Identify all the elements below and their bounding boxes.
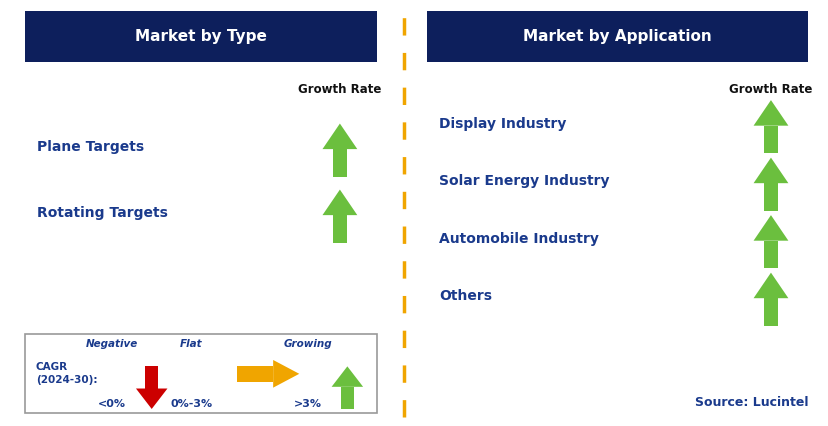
Polygon shape: [763, 183, 777, 211]
Text: <0%: <0%: [98, 399, 126, 409]
Text: Others: Others: [439, 289, 492, 303]
Text: Automobile Industry: Automobile Industry: [439, 232, 599, 245]
Text: Rotating Targets: Rotating Targets: [37, 206, 168, 220]
Text: Solar Energy Industry: Solar Energy Industry: [439, 174, 609, 188]
Polygon shape: [753, 100, 787, 126]
Polygon shape: [763, 126, 777, 153]
Text: Growth Rate: Growth Rate: [298, 83, 381, 96]
Polygon shape: [145, 366, 158, 389]
Polygon shape: [753, 273, 787, 298]
Polygon shape: [322, 190, 357, 215]
Text: CAGR
(2024-30):: CAGR (2024-30):: [36, 362, 97, 386]
Polygon shape: [332, 215, 346, 243]
Polygon shape: [753, 158, 787, 183]
Text: Flat: Flat: [180, 339, 203, 349]
Polygon shape: [322, 124, 357, 149]
FancyBboxPatch shape: [25, 334, 377, 413]
Text: >3%: >3%: [293, 399, 321, 409]
Text: Market by Application: Market by Application: [522, 29, 711, 44]
Text: Negative: Negative: [85, 339, 138, 349]
FancyBboxPatch shape: [25, 11, 377, 62]
Polygon shape: [136, 389, 167, 409]
Polygon shape: [340, 387, 354, 409]
Polygon shape: [763, 298, 777, 326]
Text: Source: Lucintel: Source: Lucintel: [694, 396, 807, 409]
Polygon shape: [237, 366, 272, 382]
Polygon shape: [272, 360, 299, 388]
FancyBboxPatch shape: [426, 11, 807, 62]
Polygon shape: [332, 149, 346, 177]
Text: Growing: Growing: [283, 339, 331, 349]
Text: Growth Rate: Growth Rate: [729, 83, 811, 96]
Polygon shape: [763, 241, 777, 268]
Text: 0%-3%: 0%-3%: [171, 399, 212, 409]
Text: Market by Type: Market by Type: [135, 29, 267, 44]
Polygon shape: [753, 215, 787, 241]
Text: Display Industry: Display Industry: [439, 117, 566, 130]
Text: Plane Targets: Plane Targets: [37, 140, 144, 154]
Polygon shape: [331, 366, 363, 387]
